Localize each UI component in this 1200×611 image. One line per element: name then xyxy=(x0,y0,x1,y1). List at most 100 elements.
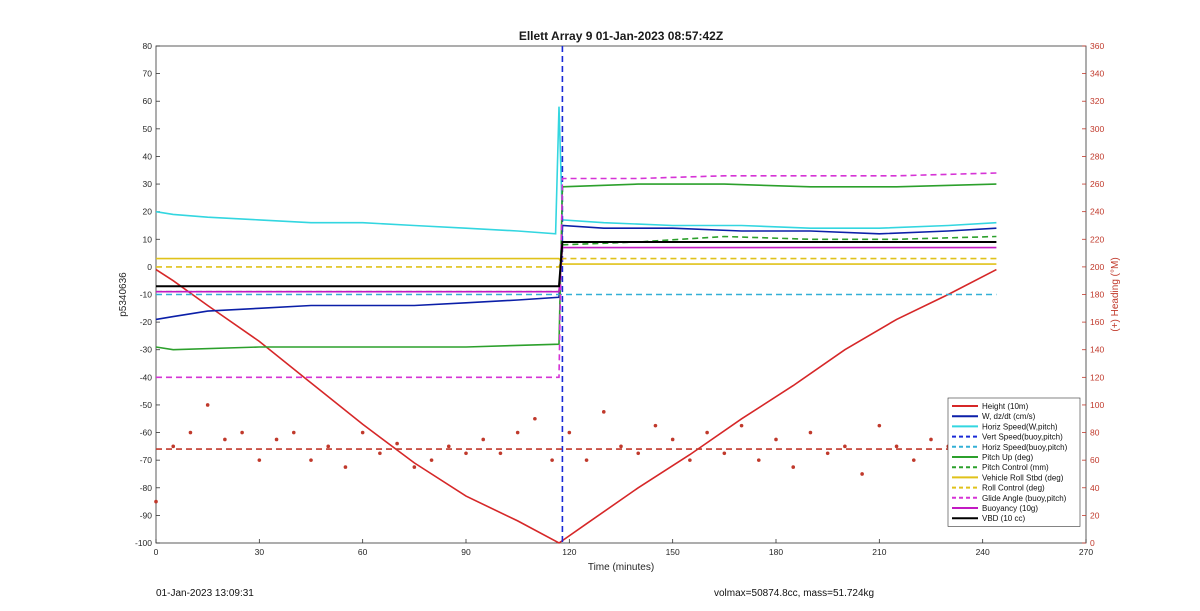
heading-point xyxy=(601,410,606,414)
y-right-tick-label: 300 xyxy=(1090,124,1104,134)
heading-point xyxy=(636,451,641,456)
heading-point xyxy=(894,444,899,449)
y-left-tick-label: 50 xyxy=(143,124,153,134)
series-glide-angle-buoy-pitch xyxy=(156,172,997,379)
heading-point xyxy=(584,458,589,462)
legend-entry: W, dz/dt (cm/s) xyxy=(982,412,1036,421)
legend-entry: Roll Control (deg) xyxy=(982,484,1045,493)
heading-point xyxy=(670,437,675,442)
y-left-tick-label: 30 xyxy=(143,179,153,189)
legend-entry: VBD (10 cc) xyxy=(982,514,1025,523)
legend-entry: Horiz Speed(W,pitch) xyxy=(982,422,1058,431)
y-left-tick-label: -10 xyxy=(140,290,153,300)
y-left-tick-label: -60 xyxy=(140,428,153,438)
heading-point xyxy=(722,451,727,456)
heading-point xyxy=(188,430,193,435)
y-right-tick-label: 240 xyxy=(1090,207,1104,217)
series-heading xyxy=(154,403,985,504)
y-left-tick-label: -80 xyxy=(140,483,153,493)
x-tick-label: 150 xyxy=(666,547,680,557)
legend-entry: Pitch Control (mm) xyxy=(982,463,1049,472)
heading-point xyxy=(705,430,709,435)
heading-point xyxy=(498,451,503,456)
y-left-tick-label: -100 xyxy=(135,538,152,548)
heading-point xyxy=(223,437,227,442)
x-tick-label: 210 xyxy=(872,547,886,557)
heading-point xyxy=(205,403,210,407)
x-tick-label: 90 xyxy=(461,547,471,557)
x-tick-label: 30 xyxy=(255,547,265,557)
heading-point xyxy=(309,458,313,462)
heading-point xyxy=(360,430,365,435)
y-left-tick-label: 70 xyxy=(143,69,153,79)
x-tick-label: 270 xyxy=(1079,547,1093,557)
legend-entry: Vehicle Roll Stbd (deg) xyxy=(982,473,1064,482)
series-buoyancy-10g xyxy=(156,246,997,293)
heading-point xyxy=(653,423,658,428)
y-right-tick-label: 120 xyxy=(1090,372,1104,382)
series-height-10m xyxy=(155,268,997,544)
heading-point xyxy=(688,458,692,462)
heading-point xyxy=(326,444,331,449)
heading-point xyxy=(395,441,399,446)
y-right-tick-label: 340 xyxy=(1090,69,1104,79)
x-tick-label: 240 xyxy=(976,547,990,557)
y-right-tick-label: 0 xyxy=(1090,538,1095,548)
y-right-tick-label: 360 xyxy=(1090,41,1104,51)
heading-point xyxy=(429,458,434,462)
x-axis-label: Time (minutes) xyxy=(588,562,654,573)
y-left-tick-label: -70 xyxy=(140,455,153,465)
legend-entry: Glide Angle (buoy,pitch) xyxy=(982,494,1067,503)
x-tick-label: 120 xyxy=(562,547,576,557)
y-right-tick-label: 40 xyxy=(1090,483,1100,493)
legend-entry: Vert Speed(buoy,pitch) xyxy=(982,433,1063,442)
y-left-axis-label: p5340636 xyxy=(118,272,129,317)
heading-point xyxy=(533,416,537,421)
heading-point xyxy=(343,465,348,469)
y-right-tick-label: 160 xyxy=(1090,317,1104,327)
heading-point xyxy=(860,472,864,476)
legend-entry: Pitch Up (deg) xyxy=(982,453,1033,462)
legend: Height (10m)W, dz/dt (cm/s)Horiz Speed(W… xyxy=(947,397,1081,527)
y-left-tick-label: 80 xyxy=(143,41,153,51)
series-horiz-speed-w-pitch xyxy=(155,106,997,235)
y-right-ticks: 3603403203002802602402202001801601401201… xyxy=(1082,41,1104,548)
y-left-tick-label: 60 xyxy=(143,96,153,106)
x-tick-label: 180 xyxy=(769,547,783,557)
y-right-tick-label: 60 xyxy=(1090,455,1100,465)
y-left-tick-label: 10 xyxy=(143,234,153,244)
legend-entry: Buoyancy (10g) xyxy=(982,504,1038,513)
footer-summary: volmax=50874.8cc, mass=51.724kg xyxy=(714,588,875,599)
heading-point xyxy=(877,423,882,428)
heading-point xyxy=(567,430,572,435)
chart-title: Ellett Array 9 01-Jan-2023 08:57:42Z xyxy=(519,29,723,43)
heading-point xyxy=(843,444,847,449)
y-right-tick-label: 100 xyxy=(1090,400,1104,410)
y-right-tick-label: 20 xyxy=(1090,510,1100,520)
y-left-tick-label: -20 xyxy=(140,317,153,327)
heading-point xyxy=(911,458,916,462)
heading-point xyxy=(808,430,813,435)
x-tick-label: 0 xyxy=(154,547,159,557)
heading-point xyxy=(825,451,830,456)
series-layer xyxy=(154,46,997,544)
footer-timestamp: 01-Jan-2023 13:09:31 xyxy=(156,588,254,599)
heading-point xyxy=(619,444,623,449)
heading-point xyxy=(515,430,520,435)
heading-point xyxy=(446,444,451,449)
y-right-tick-label: 260 xyxy=(1090,179,1104,189)
series-w-dz-dt-cm-s xyxy=(155,224,997,321)
y-right-tick-label: 180 xyxy=(1090,290,1104,300)
y-left-tick-label: 0 xyxy=(147,262,152,272)
heading-point xyxy=(171,444,176,449)
heading-point xyxy=(464,451,468,456)
y-left-tick-label: -50 xyxy=(140,400,153,410)
y-left-tick-label: -90 xyxy=(140,510,153,520)
heading-point xyxy=(274,437,279,442)
heading-point xyxy=(929,437,933,442)
heading-point xyxy=(154,499,158,504)
series-roll-control-deg xyxy=(156,257,997,268)
series-vehicle-roll-stbd-deg xyxy=(156,257,997,265)
series-vbd-10-cc xyxy=(156,241,997,288)
